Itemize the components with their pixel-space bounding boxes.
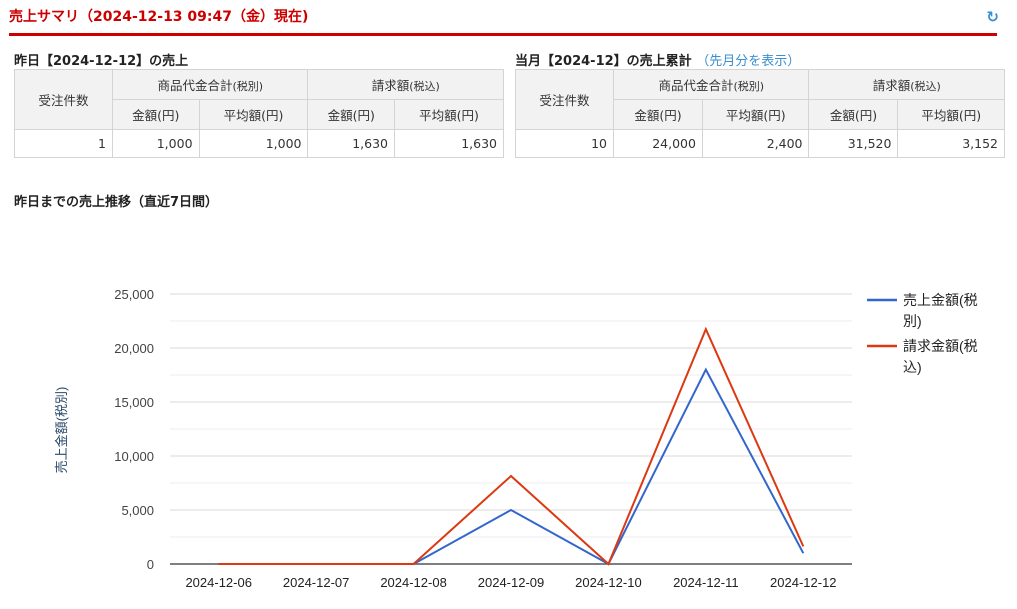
- table-row: 10 24,000 2,400 31,520 3,152: [515, 129, 1005, 158]
- col-amount: 金額(円): [307, 99, 396, 130]
- month-table: 受注件数 商品代金合計(税別) 請求額(税込) 金額(円) 平均額(円) 金額(円)…: [515, 69, 1005, 158]
- col-amount: 金額(円): [112, 99, 200, 130]
- cell: 24,000: [613, 129, 703, 158]
- x-tick-label: 2024-12-10: [575, 575, 642, 590]
- x-tick-label: 2024-12-12: [770, 575, 837, 590]
- cell: 31,520: [808, 129, 899, 158]
- cell: 1: [14, 129, 113, 158]
- legend-label: 売上金額(税: [903, 292, 978, 308]
- col-amount: 金額(円): [808, 99, 899, 130]
- page-title: 売上サマリ（2024-12-13 09:47（金）現在): [9, 9, 309, 25]
- y-tick-label: 20,000: [114, 341, 154, 356]
- cell: 10: [515, 129, 614, 158]
- x-tick-label: 2024-12-08: [380, 575, 447, 590]
- x-tick-label: 2024-12-11: [673, 575, 739, 590]
- cell: 1,630: [394, 129, 504, 158]
- chart-heading: 昨日までの売上推移（直近7日間）: [14, 195, 219, 210]
- cell: 3,152: [897, 129, 1005, 158]
- col-average: 平均額(円): [701, 99, 810, 130]
- series-line-1: [218, 326, 805, 566]
- col-goods-total: 商品代金合計(税別): [111, 69, 309, 100]
- y-tick-label: 5,000: [121, 503, 154, 518]
- cell: 2,400: [701, 129, 810, 158]
- col-orders: 受注件数: [14, 69, 113, 130]
- col-orders: 受注件数: [515, 69, 614, 130]
- legend-label: 請求金額(税: [903, 338, 978, 354]
- refresh-icon[interactable]: ↻: [986, 8, 999, 26]
- col-billing: 請求額(税込): [808, 69, 1005, 100]
- cell: 1,630: [307, 129, 396, 158]
- y-tick-label: 0: [147, 557, 154, 572]
- y-tick-label: 15,000: [114, 395, 154, 410]
- cell: 1,000: [198, 129, 309, 158]
- month-title: 当月【2024-12】の売上累計: [515, 54, 692, 69]
- series-line-0: [218, 367, 805, 566]
- header: 売上サマリ（2024-12-13 09:47（金）現在) ↻: [9, 6, 999, 36]
- col-average: 平均額(円): [394, 99, 504, 130]
- x-tick-label: 2024-12-07: [283, 575, 350, 590]
- col-average: 平均額(円): [897, 99, 1005, 130]
- y-axis-label: 売上金額(税別): [54, 387, 69, 474]
- table-row: 1 1,000 1,000 1,630 1,630: [14, 129, 504, 158]
- month-heading: 当月【2024-12】の売上累計 （先月分を表示）: [515, 50, 800, 69]
- yesterday-table: 受注件数 商品代金合計(税別) 請求額(税込) 金額(円) 平均額(円) 金額(円)…: [14, 69, 504, 158]
- legend-label: 別): [903, 313, 922, 329]
- legend-label: 込): [903, 359, 922, 375]
- yesterday-heading: 昨日【2024-12-12】の売上: [14, 50, 188, 69]
- x-tick-label: 2024-12-06: [185, 575, 252, 590]
- yesterday-title: 昨日【2024-12-12】の売上: [14, 54, 189, 69]
- show-last-month-link[interactable]: （先月分を表示）: [696, 54, 801, 69]
- x-tick-label: 2024-12-09: [478, 575, 545, 590]
- y-tick-label: 10,000: [114, 449, 154, 464]
- col-average: 平均額(円): [198, 99, 309, 130]
- col-goods-total: 商品代金合計(税別): [612, 69, 810, 100]
- y-tick-label: 25,000: [114, 287, 154, 302]
